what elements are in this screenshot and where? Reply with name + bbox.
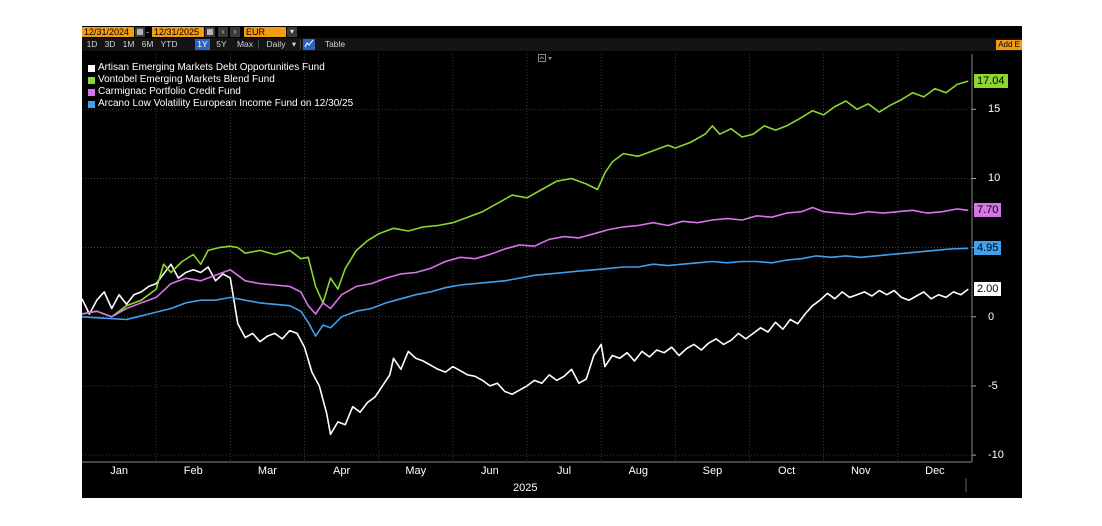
period-toolbar: 1D 3D 1M 6M YTD 1Y 5Y Max Daily ▾ Table: [82, 38, 1022, 51]
chart-legend: Artisan Emerging Markets Debt Opportunit…: [88, 62, 353, 110]
period-tab-max[interactable]: Max: [236, 39, 254, 49]
y-tick-label: -10: [988, 449, 1004, 462]
y-tick-label: -5: [988, 379, 998, 392]
period-tab-5y[interactable]: 5Y: [216, 39, 227, 49]
chart-window: 12/31/2024 ▦ - 12/31/2025 ▦ ‹ › EUR ▾ 1D…: [82, 26, 1022, 498]
legend-item: Artisan Emerging Markets Debt Opportunit…: [88, 62, 353, 74]
frequency-select[interactable]: Daily: [266, 39, 286, 49]
legend-swatch: [88, 64, 95, 72]
x-tick-label: Apr: [333, 465, 351, 477]
calendar-icon[interactable]: ▦: [135, 27, 145, 37]
x-axis-year-label: 2025: [513, 482, 538, 494]
period-tab-1y[interactable]: 1Y: [195, 39, 210, 50]
add-button[interactable]: Add E: [996, 40, 1022, 50]
legend-swatch: [88, 100, 95, 108]
chart-icon[interactable]: [303, 39, 315, 50]
zoom-control-icon[interactable]: [538, 54, 554, 62]
chevron-down-icon[interactable]: ▾: [291, 39, 297, 49]
legend-swatch: [88, 76, 95, 84]
divider: [258, 40, 259, 49]
x-tick-label: Dec: [925, 465, 945, 477]
chevron-left-icon[interactable]: ‹: [218, 27, 228, 37]
line-chart: [82, 54, 976, 492]
x-tick-label: Oct: [778, 465, 796, 477]
series-last-value-label: 7.70: [974, 203, 1002, 218]
date-toolbar: 12/31/2024 ▦ - 12/31/2025 ▦ ‹ › EUR ▾: [82, 26, 1022, 38]
legend-swatch: [88, 88, 95, 96]
chevron-down-icon[interactable]: ▾: [287, 27, 297, 37]
series-last-value-label: 17.04: [974, 74, 1008, 89]
legend-label: Artisan Emerging Markets Debt Opportunit…: [98, 62, 325, 73]
table-button[interactable]: Table: [324, 39, 346, 49]
legend-item: Arcano Low Volatility European Income Fu…: [88, 98, 353, 110]
x-tick-label: Mar: [257, 465, 277, 477]
legend-label: Carmignac Portfolio Credit Fund: [98, 86, 241, 97]
series-line: [82, 80, 969, 318]
x-tick-label: May: [405, 465, 427, 477]
series-line: [82, 247, 969, 337]
period-tab-1m[interactable]: 1M: [122, 39, 135, 49]
start-date-field[interactable]: 12/31/2024: [82, 27, 134, 37]
chevron-right-icon[interactable]: ›: [230, 27, 240, 37]
line-chart-icon: [304, 39, 314, 48]
x-tick-label: Jul: [557, 465, 572, 477]
divider: [300, 40, 301, 49]
end-date-field[interactable]: 12/31/2025: [152, 27, 204, 37]
legend-label: Arcano Low Volatility European Income Fu…: [98, 98, 354, 109]
period-tab-3d[interactable]: 3D: [104, 39, 116, 49]
period-tab-ytd[interactable]: YTD: [160, 39, 178, 49]
series-last-value-label: 4.95: [974, 241, 1002, 256]
x-tick-label: Nov: [850, 465, 871, 477]
series-line: [82, 263, 969, 436]
x-tick-label: Sep: [702, 465, 723, 477]
y-tick-label: 15: [988, 103, 1001, 116]
legend-item: Vontobel Emerging Markets Blend Fund: [88, 74, 353, 86]
legend-label: Vontobel Emerging Markets Blend Fund: [98, 74, 275, 85]
series-last-value-label: 2.00: [974, 282, 1002, 297]
calendar-icon[interactable]: ▦: [205, 27, 215, 37]
series-line: [82, 206, 969, 318]
currency-select[interactable]: EUR: [244, 27, 286, 37]
x-tick-label: Aug: [628, 465, 649, 477]
x-tick-label: Feb: [183, 465, 203, 477]
date-separator: -: [146, 27, 149, 37]
x-tick-label: Jan: [110, 465, 128, 477]
y-tick-label: 0: [988, 310, 995, 323]
legend-item: Carmignac Portfolio Credit Fund: [88, 86, 353, 98]
period-tab-6m[interactable]: 6M: [141, 39, 154, 49]
y-tick-label: 10: [988, 172, 1001, 185]
period-tab-1d[interactable]: 1D: [86, 39, 98, 49]
x-tick-label: Jun: [481, 465, 499, 477]
